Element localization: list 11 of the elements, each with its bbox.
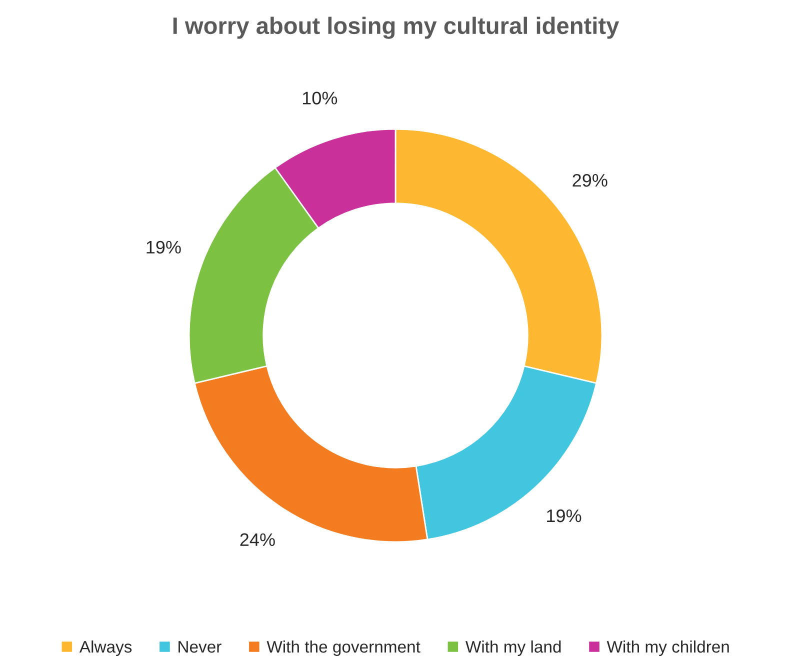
data-label: 19% (547, 509, 582, 522)
data-label: 10% (302, 92, 338, 104)
chart-title: I worry about losing my cultural identity (173, 16, 620, 39)
data-label: 29% (572, 174, 608, 187)
legend-label: Always (79, 640, 132, 656)
legend-label: With the government (266, 640, 420, 656)
data-label: 24% (240, 533, 275, 546)
data-label: 19% (146, 240, 181, 254)
legend-label: Never (178, 641, 222, 653)
legend-label: With my children (606, 640, 729, 656)
legend-label: With my land (466, 640, 561, 656)
